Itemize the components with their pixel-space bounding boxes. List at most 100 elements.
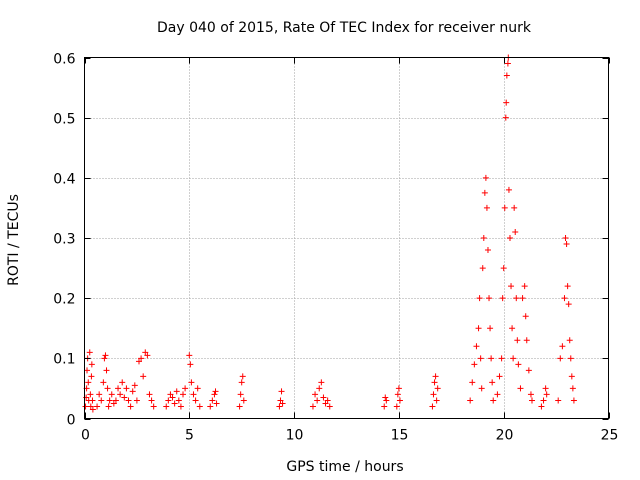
data-point: [127, 403, 134, 410]
data-point: [87, 391, 94, 398]
data-point: [96, 391, 103, 398]
data-point: [173, 388, 180, 395]
data-point: [430, 391, 437, 398]
data-point: [240, 397, 247, 404]
data-point: [483, 204, 490, 211]
data-point: [133, 397, 140, 404]
data-point: [478, 385, 485, 392]
data-point: [82, 403, 89, 410]
data-point: [123, 385, 130, 392]
data-point: [509, 325, 516, 332]
y-tick-label: 0.3: [53, 232, 75, 248]
data-point: [383, 397, 390, 404]
data-point: [102, 352, 109, 359]
data-point: [566, 337, 573, 344]
y-tick-label: 0.4: [53, 172, 75, 188]
data-point: [110, 400, 117, 407]
data-point: [569, 385, 576, 392]
data-point: [238, 379, 245, 386]
data-point: [517, 385, 524, 392]
data-point: [186, 352, 193, 359]
data-point: [108, 391, 115, 398]
y-tick-label: 0.5: [53, 112, 75, 128]
data-point: [396, 397, 403, 404]
data-point: [142, 349, 149, 356]
data-point: [510, 355, 517, 362]
axis-ticks: [84, 57, 610, 420]
data-point: [527, 391, 534, 398]
data-point: [563, 241, 570, 248]
data-point: [393, 403, 400, 410]
data-point: [519, 295, 526, 302]
data-point: [138, 355, 145, 362]
data-point: [481, 189, 488, 196]
data-point: [87, 403, 94, 410]
grid-lines: [84, 57, 609, 419]
x-tick-label: 20: [496, 428, 514, 444]
data-point: [101, 355, 108, 362]
data-point: [100, 379, 107, 386]
data-point: [540, 397, 547, 404]
data-point: [131, 382, 138, 389]
data-point: [498, 355, 505, 362]
data-point: [479, 265, 486, 272]
data-point: [129, 388, 136, 395]
data-point: [177, 403, 184, 410]
data-point: [394, 391, 401, 398]
data-point: [84, 367, 91, 374]
data-point: [476, 295, 483, 302]
data-point: [543, 391, 550, 398]
data-point: [542, 385, 549, 392]
data-point: [557, 355, 564, 362]
data-point: [85, 379, 92, 386]
data-point: [88, 373, 95, 380]
data-point: [489, 379, 496, 386]
data-point: [475, 325, 482, 332]
data-point: [276, 403, 283, 410]
data-point: [504, 60, 511, 67]
data-point: [324, 397, 331, 404]
data-point: [434, 385, 441, 392]
data-point: [480, 235, 487, 241]
data-point: [125, 397, 132, 404]
data-point: [112, 397, 119, 404]
data-point: [121, 394, 128, 401]
data-point: [568, 373, 575, 380]
data-point: [188, 379, 195, 386]
data-point: [513, 295, 520, 302]
data-point: [171, 400, 178, 407]
data-point: [505, 186, 512, 193]
data-point: [494, 391, 501, 398]
data-point: [212, 388, 219, 395]
y-axis-label: ROTI / TECUs: [6, 194, 22, 286]
data-point: [512, 228, 519, 235]
data-point: [209, 397, 216, 404]
data-point: [278, 388, 285, 395]
data-point: [237, 391, 244, 398]
data-point: [523, 337, 530, 344]
x-tick-label: 10: [286, 428, 304, 444]
data-point: [382, 394, 389, 401]
data-point: [484, 247, 491, 254]
data-point: [148, 397, 155, 404]
data-point: [471, 361, 478, 368]
data-point: [89, 406, 96, 413]
data-point: [561, 295, 568, 302]
x-tick-labels: 0 5 10 15 20 25: [81, 428, 618, 444]
y-tick-label: 0.1: [53, 352, 75, 368]
data-point: [239, 373, 246, 380]
data-point: [496, 373, 503, 380]
data-point: [538, 403, 545, 410]
data-point: [431, 379, 438, 386]
data-point: [395, 385, 402, 392]
y-tick-labels: 0 0.1 0.2 0.3 0.4 0.5 0.6: [53, 52, 75, 429]
data-point: [432, 373, 439, 380]
chart-title: Day 040 of 2015, Rate Of TEC Index for r…: [157, 20, 532, 36]
data-point: [500, 265, 507, 272]
data-point: [570, 397, 577, 404]
data-point: [194, 385, 201, 392]
data-point: [150, 403, 157, 410]
data-point: [522, 313, 529, 320]
data-point: [528, 397, 535, 404]
data-point: [503, 72, 510, 79]
